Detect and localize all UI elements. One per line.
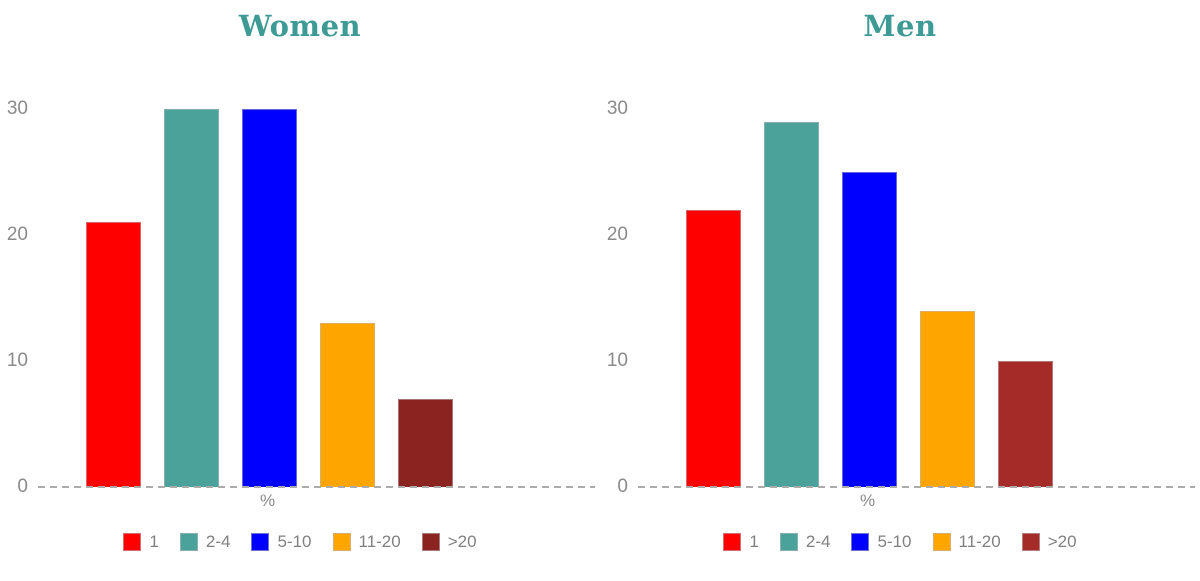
zero-baseline-men (638, 486, 1195, 488)
legend-women: 1 2-4 5-10 11-20 >20 (0, 533, 600, 551)
legend-item->20: >20 (421, 532, 477, 551)
legend-item-11-20: 11-20 (332, 532, 401, 551)
legend-swatch->20 (1021, 533, 1040, 551)
legend-label->20: >20 (447, 532, 477, 551)
bar->20 (398, 398, 453, 487)
y-tick-label-20: 20 (6, 224, 28, 245)
legend-item-5-10: 5-10 (851, 532, 912, 551)
legend-label-2-4: 2-4 (805, 532, 831, 551)
bar-5-10 (842, 172, 897, 487)
y-tick-label-20: 20 (606, 224, 628, 245)
chart-men: Men 0 10 20 30 % 1 2-4 5-10 11-20 >20 (600, 0, 1200, 581)
y-tick-label-0: 0 (617, 476, 628, 497)
legend-label-11-20: 11-20 (358, 532, 401, 551)
legend-swatch-5-10 (851, 533, 870, 551)
y-tick-label-0: 0 (17, 476, 28, 497)
bar-group-women (86, 109, 453, 487)
legend-label-2-4: 2-4 (205, 532, 231, 551)
bar-5-10 (242, 109, 297, 487)
legend-swatch-1 (723, 533, 742, 551)
y-tick-label-10: 10 (606, 350, 628, 371)
legend-item-5-10: 5-10 (251, 532, 312, 551)
legend-swatch-2-4 (179, 533, 198, 551)
legend-men: 1 2-4 5-10 11-20 >20 (600, 533, 1200, 551)
legend-item-2-4: 2-4 (179, 532, 231, 551)
plot-area-women: 0 10 20 30 (7, 99, 595, 497)
plot-area-men: 0 10 20 30 (607, 99, 1195, 497)
y-tick-label-30: 30 (606, 98, 628, 119)
chart-title-men: Men (863, 9, 937, 43)
bar-1 (686, 209, 741, 487)
x-axis-label-women: % (259, 491, 276, 510)
legend-swatch->20 (421, 533, 440, 551)
legend-label->20: >20 (1047, 532, 1077, 551)
legend-swatch-1 (123, 533, 142, 551)
chart-title-women: Women (238, 9, 362, 43)
legend-swatch-5-10 (251, 533, 270, 551)
legend-item-1: 1 (123, 532, 159, 551)
x-axis-label-men: % (859, 491, 876, 510)
y-tick-label-10: 10 (6, 350, 28, 371)
bar-11-20 (920, 310, 975, 487)
zero-baseline-women (38, 486, 595, 488)
legend-item-2-4: 2-4 (779, 532, 831, 551)
bar-group-men (686, 109, 1053, 487)
legend-label-1: 1 (749, 532, 759, 551)
bar-2-4 (164, 109, 219, 487)
legend-swatch-2-4 (779, 533, 798, 551)
legend-item-1: 1 (723, 532, 759, 551)
legend-swatch-11-20 (932, 533, 951, 551)
legend-label-5-10: 5-10 (277, 532, 312, 551)
legend-label-11-20: 11-20 (958, 532, 1001, 551)
bar->20 (998, 361, 1053, 487)
legend-item->20: >20 (1021, 532, 1077, 551)
chart-women: Women 0 10 20 30 % 1 2-4 5-10 11-20 >20 (0, 9, 600, 551)
legend-label-5-10: 5-10 (877, 532, 912, 551)
y-tick-label-30: 30 (6, 98, 28, 119)
bar-11-20 (320, 323, 375, 487)
bar-2-4 (764, 121, 819, 487)
legend-item-11-20: 11-20 (932, 532, 1001, 551)
legend-label-1: 1 (149, 532, 159, 551)
legend-swatch-11-20 (332, 533, 351, 551)
bar-1 (86, 222, 141, 487)
